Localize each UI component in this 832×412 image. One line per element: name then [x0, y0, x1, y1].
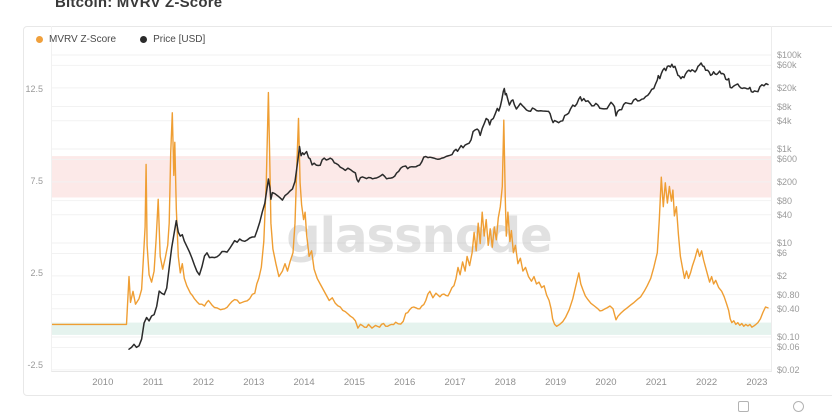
x-axis-tick-label: 2011 [142, 377, 164, 388]
threshold-bands [52, 156, 771, 335]
right-axis-tick-label: $100k [777, 50, 802, 60]
data-series [52, 62, 769, 350]
left-axis-tick-label: 12.5 [25, 83, 43, 94]
x-axis-tick-label: 2016 [394, 377, 416, 388]
left-axis-tick-label: -2.5 [27, 359, 43, 370]
x-axis-tick-label: 2021 [645, 377, 667, 388]
right-axis-tick-label: $60k [777, 60, 797, 71]
x-axis: 2010 2011 2012 2013 2014 2015 2016 2017 2018 2019… [51, 377, 770, 391]
legend-item-mvrv-label: MVRV Z-Score [49, 34, 117, 45]
right-axis-tick-label: $0.40 [777, 303, 800, 314]
legend-item-price-label: Price [USD] [153, 34, 206, 45]
right-axis-tick-label: $0.06 [777, 342, 800, 353]
right-axis-tick-label: $0.10 [777, 332, 800, 343]
chart-legend: MVRV Z-Score Price [USD] [36, 34, 205, 45]
chart-plot-area[interactable]: glassnode [51, 26, 772, 372]
right-axis-tick-label: $20k [777, 82, 797, 93]
undervalued-zone [52, 322, 771, 335]
series-mvrv-zscore [52, 91, 769, 329]
gridlines [52, 54, 771, 371]
left-axis: 12.5 7.5 2.5 -2.5 [0, 26, 46, 371]
right-axis-tick-label: $2 [777, 270, 788, 281]
x-axis-tick-label: 2012 [192, 377, 215, 388]
x-axis-tick-label: 2013 [243, 377, 265, 388]
right-axis-tick-label: $1k [777, 144, 792, 154]
price-legend-dot-icon [140, 36, 148, 43]
camera-icon[interactable] [738, 401, 749, 412]
right-axis-tick-label: $80 [777, 195, 793, 206]
right-axis-tick-label: $8k [777, 101, 792, 112]
right-axis-tick-label: $40 [777, 209, 793, 220]
right-axis-tick-label: $200 [777, 176, 798, 187]
x-axis-tick-label: 2017 [444, 377, 466, 388]
expand-icon[interactable] [793, 401, 804, 412]
x-axis-tick-label: 2010 [92, 377, 114, 388]
right-axis-tick-label: $10 [777, 238, 793, 248]
right-axis-tick-label: $0.02 [777, 364, 800, 375]
x-axis-tick-label: 2018 [494, 377, 516, 388]
right-axis-tick-label: $0.80 [777, 289, 800, 300]
x-axis-tick-label: 2019 [545, 377, 567, 388]
right-axis-tick-label: $6 [777, 248, 788, 259]
left-axis-tick-label: 7.5 [30, 175, 43, 186]
page-title: Bitcoin: MVRV Z-Score [55, 0, 223, 11]
legend-item-price[interactable]: Price [USD] [140, 34, 205, 45]
right-axis-tick-label: $4k [777, 115, 792, 126]
x-axis-tick-label: 2014 [293, 377, 315, 388]
left-axis-tick-label: 2.5 [30, 267, 43, 278]
mvrv-legend-dot-icon [36, 36, 43, 43]
corner-toolbar [738, 401, 818, 412]
legend-item-mvrv[interactable]: MVRV Z-Score [36, 34, 116, 45]
series-price [128, 62, 769, 350]
overvalued-zone [52, 156, 771, 198]
right-axis-tick-label: $600 [777, 154, 798, 165]
x-axis-tick-label: 2022 [696, 377, 718, 388]
x-axis-tick-label: 2020 [595, 377, 617, 388]
x-axis-tick-label: 2023 [746, 377, 768, 388]
right-axis: $100k $60k $20k $8k $4k $1k $600 $200 $80 $40 $10 $… [777, 26, 832, 375]
x-axis-tick-label: 2015 [343, 377, 365, 388]
